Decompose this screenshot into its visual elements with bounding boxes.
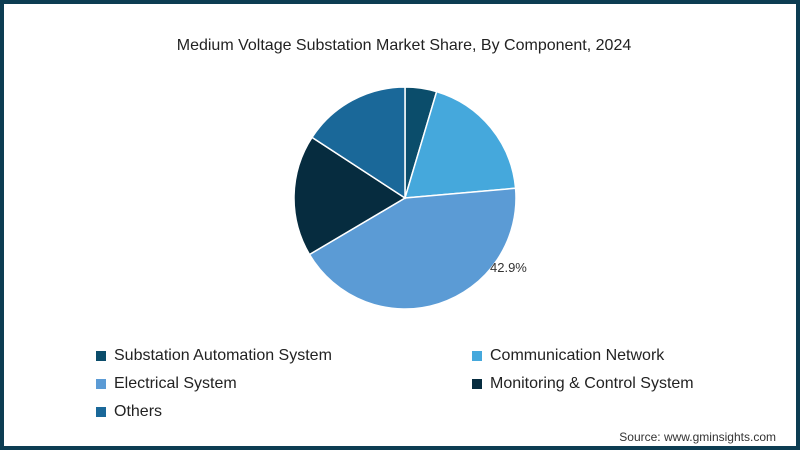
- chart-title: Medium Voltage Substation Market Share, …: [176, 37, 632, 54]
- legend-item-others: Others: [96, 403, 162, 421]
- legend-swatch: [96, 379, 106, 389]
- pie-slice-others: [310, 86, 406, 200]
- legend-item-communication-network: Communication Network: [472, 347, 664, 365]
- pie-slice-electrical-system: [308, 187, 517, 310]
- legend-swatch: [472, 379, 482, 389]
- legend-label: Substation Automation System: [114, 347, 332, 364]
- legend-label: Electrical System: [114, 375, 237, 392]
- legend-item-monitoring-control: Monitoring & Control System: [472, 375, 694, 393]
- legend-swatch: [472, 351, 482, 361]
- pie-chart: [293, 86, 517, 310]
- legend-swatch: [96, 351, 106, 361]
- legend-swatch: [96, 407, 106, 417]
- legend-item-electrical-system: Electrical System: [96, 375, 237, 393]
- pie-slice-communication-network: [403, 90, 517, 199]
- legend-item-substation-automation: Substation Automation System: [96, 347, 332, 365]
- legend-label: Others: [114, 403, 163, 420]
- legend-label: Monitoring & Control System: [490, 375, 694, 392]
- pie-slice-monitoring-control-system: [293, 136, 407, 256]
- data-label-electrical-system: 42.9%: [490, 260, 527, 275]
- legend-label: Communication Network: [490, 347, 665, 364]
- source-note: Source: www.gminsights.com: [619, 430, 776, 444]
